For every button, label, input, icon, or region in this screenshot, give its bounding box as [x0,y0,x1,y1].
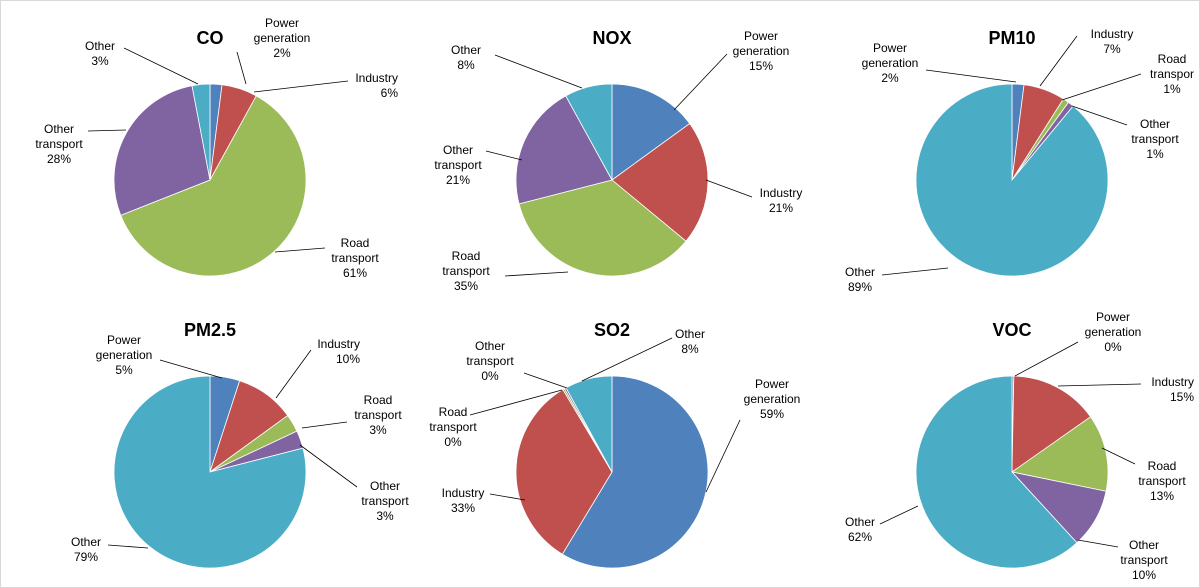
leader-line [494,54,583,89]
pie-slice-road-transport [1011,416,1109,492]
pie-slice-industry [611,123,709,242]
chart-title: SO2 [594,320,630,340]
pie-slice-other [915,83,1109,277]
leader-line [299,444,358,488]
data-label-other: Other 89% [845,265,875,294]
chart-title: NOX [592,28,631,48]
data-label-power-generation: Power generation 5% [96,333,153,377]
data-label-other-transport: Other transport 1% [1131,117,1179,161]
pie-slice-road-transport [120,95,307,277]
pie-slice-road-transport [518,179,687,277]
leader-line [485,150,523,161]
leader-line [253,80,349,93]
pie-chart-pm2-5: PM2.5 Power generation 5% Industry 10% Road tra… [71,320,409,569]
data-label-road-transport: Road transport 61% [331,236,379,280]
leader-line [1101,447,1136,465]
data-label-road-transport: Road transport 35% [442,249,490,293]
leader-line [123,47,199,85]
pie-chart-co: CO Power generation 2% Industry 6% Road transpo… [35,16,398,280]
data-label-industry: Industry 6% [355,71,398,100]
data-label-industry: Industry 10% [317,337,360,366]
data-label-other: Other 62% [845,515,875,544]
leader-line [1077,539,1119,548]
data-label-industry: Industry 21% [760,186,803,215]
pie-slice-other-transport [113,85,211,216]
pie-chart-pm10: PM10 Power generation 2% Industry 7% Road trans… [845,27,1194,294]
data-label-other-transport: Other transport 10% [1120,538,1168,582]
pie-slice-power-generation [561,375,709,569]
leader-line [581,337,673,382]
leader-line [469,389,563,416]
pie-slice-other [915,375,1078,569]
leader-line [881,267,949,276]
data-label-other: Other 8% [675,327,705,356]
data-label-other-transport: Other transport 0% [466,339,514,383]
data-label-power-generation: Power generation 2% [254,16,311,60]
leader-line [274,247,326,253]
data-label-other: Other 8% [451,43,481,72]
data-label-other-transport: Other transport 28% [35,122,83,166]
leader-line [705,419,741,493]
pie-slice-other [113,375,307,569]
leader-line [504,271,569,277]
data-label-industry: Industry 33% [442,486,485,515]
pie-slice-other [565,83,613,181]
data-label-road-transport: Road transport 0% [429,405,477,449]
leader-line [1014,341,1079,377]
leader-line [1057,383,1142,387]
pie-slice-power-generation [611,83,691,181]
data-label-road-transport: Road transport 13% [1138,459,1186,503]
pie-chart-voc: VOC Power generation 0% Industry 15% Road trans… [845,310,1194,582]
leader-line [159,359,223,379]
chart-title: PM2.5 [184,320,236,340]
leader-line [1061,73,1142,101]
leader-line [1071,105,1128,126]
pie-slice-industry [1011,375,1092,473]
pie-slice-other [191,83,211,181]
chart-title: VOC [992,320,1031,340]
pie-slice-other-transport [515,95,613,205]
data-label-road-transport: Road transport 3% [354,393,402,437]
data-label-power-generation: Power generation 15% [733,29,790,73]
data-label-other-transport: Other transport 3% [361,479,409,523]
data-label-other: Other 3% [85,39,115,68]
leader-line [275,349,312,399]
data-label-industry: Industry 15% [1151,375,1194,404]
chart-title: PM10 [988,28,1035,48]
pie-chart-so2: SO2 Power generation 59% Industry 33% Road tran… [429,320,801,569]
data-label-industry: Industry 7% [1091,27,1134,56]
data-label-power-generation: Power generation 0% [1085,310,1142,354]
data-label-power-generation: Power generation 2% [862,41,919,85]
leader-line [1039,35,1078,87]
data-label-other: Other 79% [71,535,101,564]
leader-line [879,505,919,525]
data-label-power-generation: Power generation 59% [744,377,801,421]
leader-line [673,53,728,111]
chart-title: CO [197,28,224,48]
leader-line [523,372,568,389]
data-label-road-transport: Road transpor 1% [1150,52,1194,96]
leader-line [301,421,348,429]
leader-line [705,179,753,198]
pie-chart-nox: NOX Power generation 15% Industry 21% Road tran… [434,28,802,293]
leader-line [236,51,247,85]
leader-line [925,69,1017,83]
leader-line [489,493,526,501]
leader-line [107,544,149,549]
pie-slice-industry [515,388,613,555]
leader-line [87,129,127,132]
data-label-other-transport: Other transport 21% [434,143,482,187]
